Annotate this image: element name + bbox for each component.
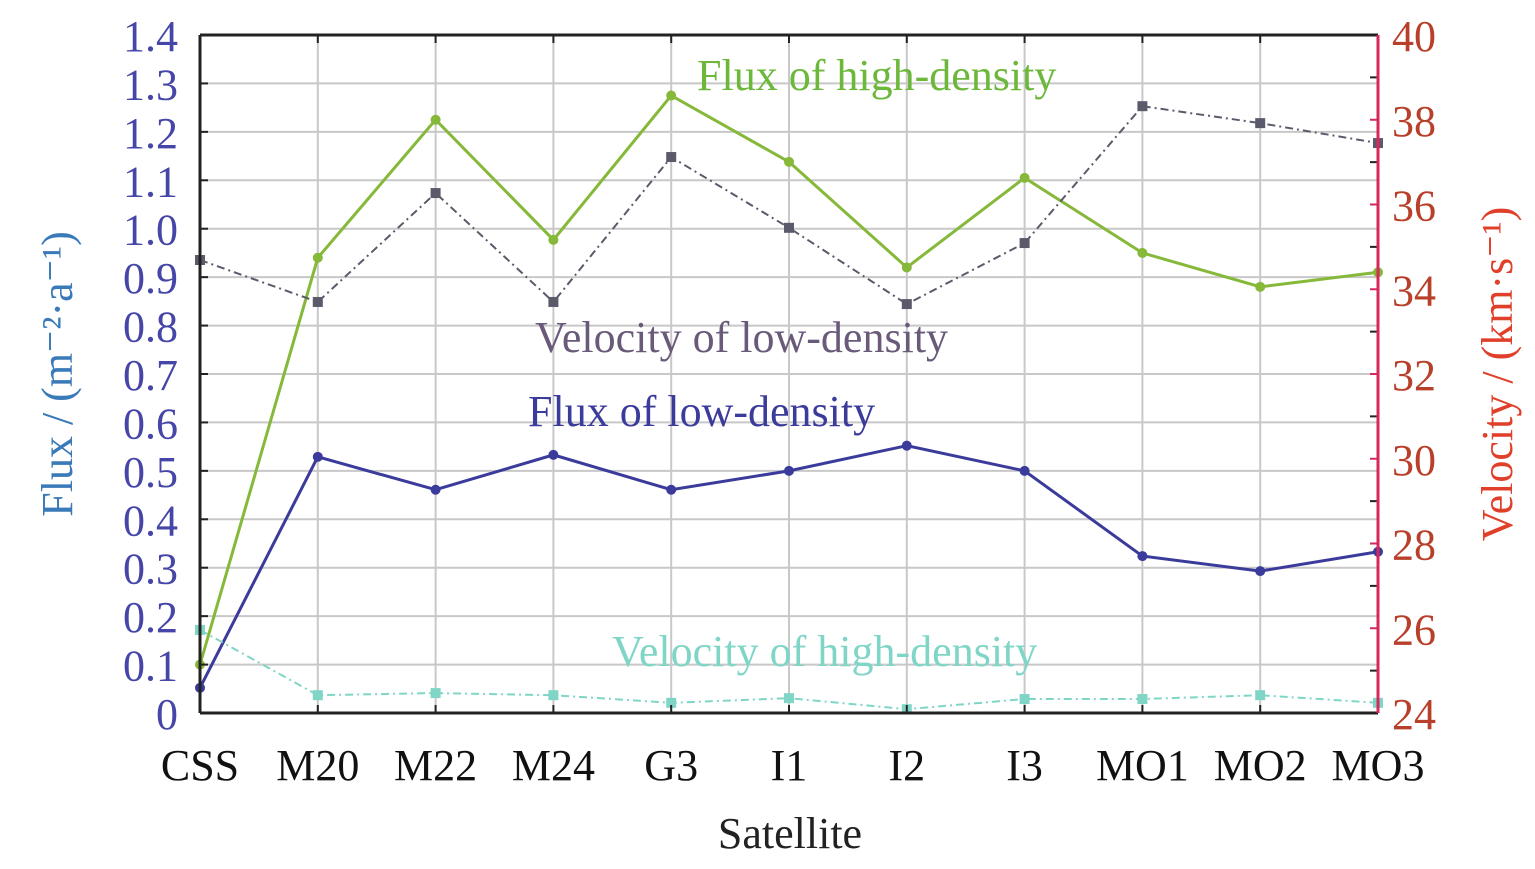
axes: 00.10.20.30.40.50.60.70.80.91.01.11.21.3… — [123, 12, 1436, 790]
series-label-flux-high: Flux of high-density — [697, 51, 1056, 100]
data-point-velocity-of-low-density — [1019, 238, 1030, 249]
data-point-flux-of-high-density — [1137, 247, 1148, 258]
data-point-velocity-of-low-density — [312, 296, 323, 307]
data-point-flux-of-low-density — [1019, 465, 1030, 476]
left-tick-label: 1.1 — [123, 157, 178, 206]
data-point-flux-of-high-density — [666, 90, 677, 101]
left-tick-label: 1.4 — [123, 12, 178, 61]
data-point-flux-of-low-density — [1255, 566, 1266, 577]
data-point-velocity-of-high-density — [1019, 694, 1030, 705]
data-point-flux-of-high-density — [548, 234, 559, 245]
data-point-velocity-of-high-density — [312, 690, 323, 701]
data-point-velocity-of-low-density — [666, 152, 677, 163]
data-point-flux-of-high-density — [312, 252, 323, 263]
x-tick-label: M20 — [276, 741, 359, 790]
data-point-flux-of-low-density — [312, 451, 323, 462]
left-axis-label: Flux / (m⁻²·a⁻¹) — [33, 231, 82, 516]
data-point-velocity-of-high-density — [666, 697, 677, 708]
data-point-flux-of-low-density — [666, 484, 677, 495]
right-axis-label: Velocity / (km·s⁻¹) — [1473, 207, 1522, 542]
x-axis-label: Satellite — [718, 809, 862, 858]
right-tick-label: 36 — [1392, 182, 1436, 231]
data-point-velocity-of-low-density — [430, 188, 441, 199]
data-point-velocity-of-high-density — [548, 690, 559, 701]
left-tick-label: 0.9 — [123, 254, 178, 303]
data-point-flux-of-low-density — [1137, 551, 1148, 562]
data-point-velocity-of-high-density — [1137, 694, 1148, 705]
data-point-flux-of-low-density — [784, 465, 794, 476]
right-tick-label: 30 — [1392, 436, 1436, 485]
series-line-velocity-of-low-density — [199, 105, 1379, 306]
right-tick-label: 34 — [1392, 266, 1436, 315]
x-tick-label: G3 — [644, 741, 698, 790]
data-point-velocity-of-low-density — [901, 299, 912, 310]
grid — [200, 35, 1378, 713]
series-label-velocity-high: Velocity of high-density — [612, 627, 1037, 676]
left-tick-label: 0.8 — [123, 303, 178, 352]
data-point-velocity-of-low-density — [1255, 118, 1266, 129]
data-point-flux-of-high-density — [784, 156, 794, 167]
series-labels: Flux of high-density Velocity of low-den… — [528, 51, 1056, 676]
data-point-flux-of-high-density — [1019, 172, 1030, 183]
data-point-velocity-of-low-density — [784, 222, 794, 233]
series-label-flux-low: Flux of low-density — [528, 387, 875, 436]
left-tick-label: 0.5 — [123, 448, 178, 497]
x-tick-label: I1 — [771, 741, 808, 790]
left-tick-label: 1.2 — [123, 109, 178, 158]
left-tick-label: 0.6 — [123, 399, 178, 448]
right-tick-label: 28 — [1392, 521, 1436, 570]
data-point-velocity-of-high-density — [1255, 690, 1266, 701]
data-point-flux-of-low-density — [430, 484, 441, 495]
data-point-velocity-of-high-density — [784, 693, 794, 704]
series-label-velocity-low: Velocity of low-density — [535, 313, 948, 362]
right-tick-label: 24 — [1392, 690, 1436, 739]
data-point-velocity-of-high-density — [430, 688, 441, 699]
data-point-flux-of-high-density — [901, 262, 912, 273]
left-tick-label: 0 — [156, 690, 178, 739]
left-tick-label: 1.0 — [123, 206, 178, 255]
data-point-velocity-of-low-density — [548, 296, 559, 307]
left-tick-label: 0.2 — [123, 593, 178, 642]
x-tick-label: CSS — [161, 741, 239, 790]
series-layer — [195, 90, 1383, 715]
data-point-flux-of-low-density — [548, 449, 559, 460]
x-tick-label: M24 — [512, 741, 595, 790]
left-tick-label: 1.3 — [123, 60, 178, 109]
right-tick-label: 40 — [1392, 12, 1436, 61]
right-tick-label: 32 — [1392, 351, 1436, 400]
data-point-flux-of-low-density — [901, 440, 912, 451]
left-tick-label: 0.4 — [123, 496, 178, 545]
left-tick-label: 0.7 — [123, 351, 178, 400]
x-tick-label: I2 — [888, 741, 925, 790]
x-tick-label: MO2 — [1214, 741, 1307, 790]
x-tick-label: MO1 — [1096, 741, 1189, 790]
x-tick-label: MO3 — [1332, 741, 1425, 790]
right-tick-label: 26 — [1392, 605, 1436, 654]
x-tick-label: M22 — [394, 741, 477, 790]
right-tick-label: 38 — [1392, 97, 1436, 146]
left-tick-label: 0.1 — [123, 642, 178, 691]
data-point-flux-of-high-density — [1255, 281, 1266, 292]
left-tick-label: 0.3 — [123, 545, 178, 594]
x-tick-label: I3 — [1006, 741, 1043, 790]
data-point-flux-of-high-density — [430, 114, 441, 125]
data-point-velocity-of-low-density — [1137, 101, 1148, 112]
